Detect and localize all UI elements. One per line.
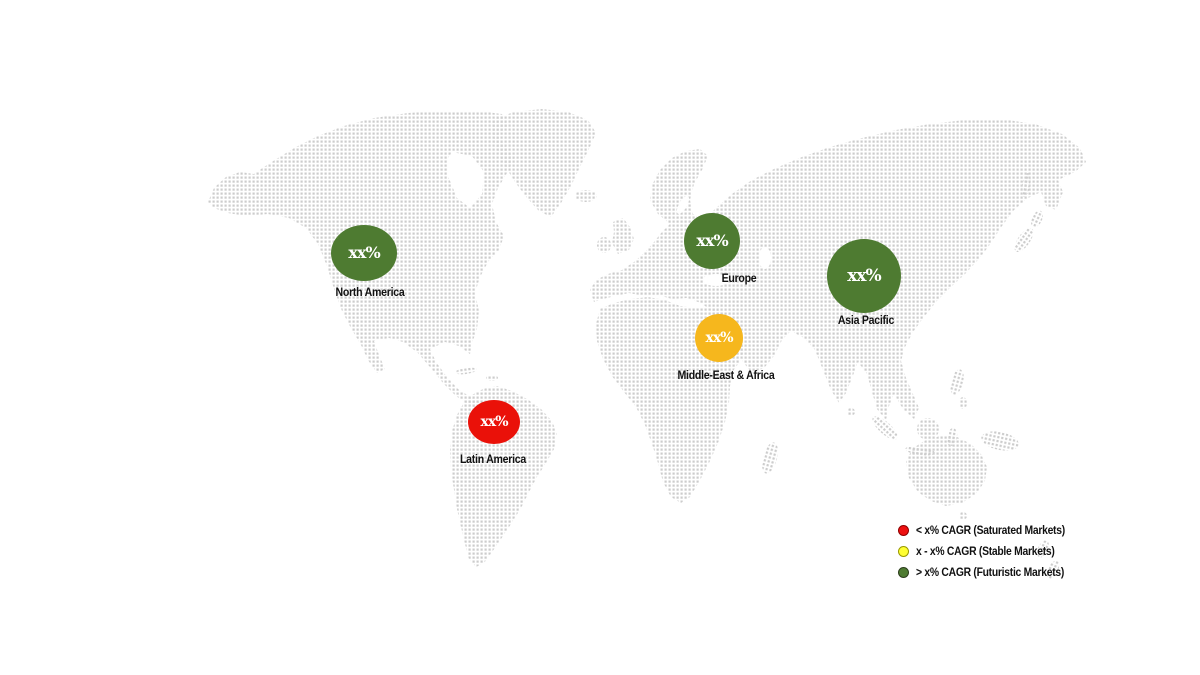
- island-sri-lanka: [847, 408, 855, 416]
- island-greenland: [492, 109, 596, 217]
- bubble-value-asia-pacific: xx%: [847, 265, 881, 286]
- legend-red-dot-icon: [898, 525, 909, 536]
- island-new-zealand-south: [1046, 560, 1060, 580]
- bubble-asia-pacific: xx%: [827, 239, 901, 313]
- bubble-middle-east-africa: xx%: [695, 314, 743, 362]
- sea-baltic: [676, 196, 690, 214]
- legend-item-stable: x - x% CAGR (Stable Markets): [898, 544, 1081, 559]
- bubble-latin-america: xx%: [468, 400, 520, 444]
- legend-label-futuristic: > x% CAGR (Futuristic Markets): [916, 566, 1065, 579]
- island-borneo: [917, 418, 939, 440]
- island-japan-honshu: [1014, 228, 1034, 252]
- bubble-north-america: xx%: [331, 225, 397, 281]
- label-europe: Europe: [721, 271, 757, 285]
- island-philippines-south: [959, 397, 967, 409]
- island-sumatra: [872, 416, 898, 440]
- legend-green-dot-icon: [898, 567, 909, 578]
- legend: < x% CAGR (Saturated Markets) x - x% CAG…: [898, 523, 1081, 586]
- bubble-value-middle-east-africa: xx%: [705, 330, 734, 346]
- island-hispaniola: [486, 375, 498, 381]
- label-middle-east-africa: Middle-East & Africa: [677, 368, 775, 382]
- label-asia-pacific: Asia Pacific: [837, 313, 895, 327]
- island-new-zealand-north: [1037, 540, 1049, 558]
- legend-item-saturated: < x% CAGR (Saturated Markets): [898, 523, 1081, 538]
- bubble-value-europe: xx%: [696, 231, 728, 250]
- sea-black: [703, 274, 729, 286]
- island-cuba: [455, 367, 477, 375]
- island-ireland: [597, 237, 611, 253]
- bubble-europe: xx%: [684, 213, 740, 269]
- island-sakhalin: [1021, 173, 1031, 197]
- legend-item-futuristic: > x% CAGR (Futuristic Markets): [898, 565, 1081, 580]
- bubble-value-north-america: xx%: [348, 243, 380, 262]
- legend-label-stable: x - x% CAGR (Stable Markets): [916, 545, 1055, 558]
- island-iceland: [575, 190, 597, 202]
- legend-label-saturated: < x% CAGR (Saturated Markets): [916, 524, 1065, 537]
- label-north-america: North America: [335, 285, 405, 299]
- island-java: [905, 446, 935, 456]
- continent-australia: [906, 436, 987, 506]
- island-tasmania: [959, 512, 967, 520]
- label-latin-america: Latin America: [459, 452, 527, 466]
- island-great-britain: [612, 218, 634, 254]
- island-philippines: [950, 369, 964, 395]
- sea-caspian: [759, 247, 771, 269]
- legend-yellow-dot-icon: [898, 546, 909, 557]
- island-sulawesi: [946, 428, 958, 446]
- island-new-guinea: [981, 431, 1019, 451]
- island-japan-hokkaido: [1031, 210, 1043, 228]
- island-madagascar: [762, 442, 778, 474]
- bubble-value-latin-america: xx%: [480, 414, 509, 430]
